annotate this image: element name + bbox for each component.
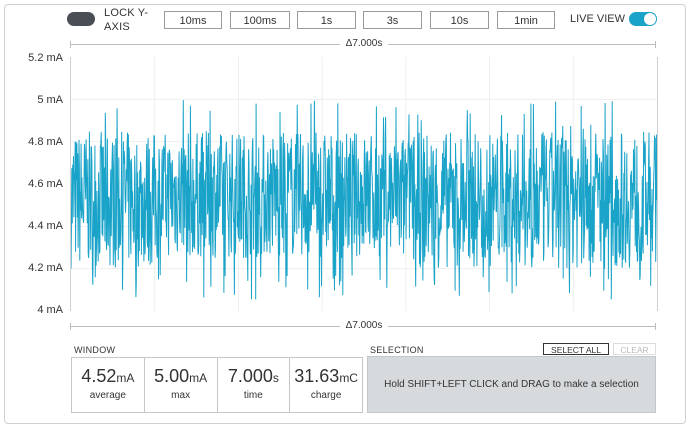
duration-label-top: Δ7.000s xyxy=(340,38,388,49)
y-tick-label: 4 mA xyxy=(37,304,63,316)
select-all-button[interactable]: SELECT ALL xyxy=(543,343,609,355)
duration-label-bottom: Δ7.000s xyxy=(340,320,388,331)
y-tick-label: 5.2 mA xyxy=(28,52,63,64)
selection-section-label: SELECTION xyxy=(370,345,424,355)
toggle-knob xyxy=(68,13,80,25)
stat-unit: s xyxy=(272,371,279,385)
duration-tick xyxy=(655,41,656,48)
lock-y-axis-label: LOCK Y-AXIS xyxy=(104,7,149,33)
stat-value: 4.52 xyxy=(81,366,117,386)
stat-label: average xyxy=(89,390,126,401)
zoom-10ms-button[interactable]: 10ms xyxy=(164,11,222,29)
stat-time: 7.000s time xyxy=(218,358,291,412)
stat-value: 31.63 xyxy=(294,366,340,386)
y-tick-label: 4.4 mA xyxy=(28,220,63,232)
zoom-3s-button[interactable]: 3s xyxy=(363,11,422,29)
y-tick-label: 4.2 mA xyxy=(28,262,63,274)
current-chart[interactable] xyxy=(70,57,658,311)
y-tick-label: 5 mA xyxy=(37,94,63,106)
current-waveform-plot[interactable] xyxy=(70,57,658,311)
stat-label: time xyxy=(243,390,263,401)
zoom-100ms-button[interactable]: 100ms xyxy=(230,11,290,29)
window-section-label: WINDOW xyxy=(74,345,116,355)
stat-max: 5.00mA max xyxy=(145,358,218,412)
lock-y-axis-toggle[interactable] xyxy=(67,12,95,26)
clear-selection-button[interactable]: CLEAR xyxy=(613,343,656,355)
duration-tick xyxy=(70,41,71,48)
y-tick-label: 4.6 mA xyxy=(28,178,63,190)
zoom-10s-button[interactable]: 10s xyxy=(430,11,489,29)
current-trace xyxy=(70,100,658,300)
stat-value: 7.000 xyxy=(227,366,273,386)
stat-average: 4.52mA average xyxy=(72,358,145,412)
zoom-1min-button[interactable]: 1min xyxy=(497,11,555,29)
live-view-label: LIVE VIEW xyxy=(570,13,626,25)
zoom-1s-button[interactable]: 1s xyxy=(297,11,356,29)
selection-area[interactable]: Hold SHIFT+LEFT CLICK and DRAG to make a… xyxy=(367,356,656,413)
stat-value: 5.00 xyxy=(154,366,190,386)
toggle-knob xyxy=(644,13,656,25)
stat-unit: mA xyxy=(116,371,135,385)
y-tick-label: 4.8 mA xyxy=(28,136,63,148)
current-series-line xyxy=(70,100,658,300)
duration-tick xyxy=(655,323,656,330)
stat-charge: 31.63mC charge xyxy=(290,358,362,412)
live-view-toggle[interactable] xyxy=(629,12,657,26)
stat-unit: mC xyxy=(339,371,358,385)
stat-label: charge xyxy=(310,390,342,401)
duration-tick xyxy=(70,323,71,330)
stat-label: max xyxy=(171,390,191,401)
window-stats: 4.52mA average 5.00mA max 7.000s time 31… xyxy=(71,357,363,413)
stat-unit: mA xyxy=(189,371,208,385)
